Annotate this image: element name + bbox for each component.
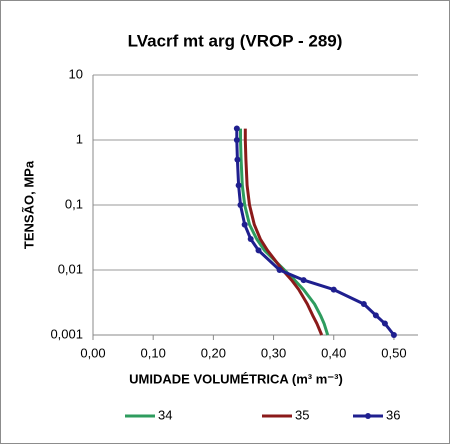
y-tick-label: 1 [76,131,83,146]
series-marker [330,286,337,293]
y-axis-label: TENSÃO, MPa [21,160,36,249]
legend-marker [365,413,371,419]
series-line [243,128,324,336]
series-marker [234,156,241,163]
x-axis-label: UMIDADE VOLUMÉTRICA (m³ m⁻³) [129,371,343,386]
x-tick-label: 0,30 [261,345,286,360]
series-line [239,128,330,336]
x-tick-label: 0,40 [321,345,346,360]
chart-title: LVacrf mt arg (VROP - 289) [128,31,343,50]
series-marker [276,267,283,273]
x-tick-label: 0,20 [201,345,226,360]
series-marker [381,320,388,327]
series-marker [300,277,307,284]
y-tick-label: 0,1 [65,196,83,211]
series-marker [233,137,240,143]
y-tick-label: 10 [69,66,83,81]
series-marker [255,247,262,254]
series-marker [241,221,248,228]
series-marker [233,125,240,132]
series-marker [390,332,397,338]
legend-label: 34 [158,407,172,422]
x-tick-label: 0,10 [141,345,166,360]
y-tick-label: 0,01 [58,261,83,276]
series-marker [372,312,379,319]
legend-label: 35 [295,407,309,422]
x-tick-label: 0,50 [381,345,406,360]
series-marker [360,300,367,307]
series-marker [247,235,254,242]
x-tick-label: 0,00 [80,345,105,360]
y-tick-label: 0,001 [50,326,83,341]
legend-label: 36 [386,407,400,422]
series-marker [235,182,242,189]
series-marker [237,202,244,208]
